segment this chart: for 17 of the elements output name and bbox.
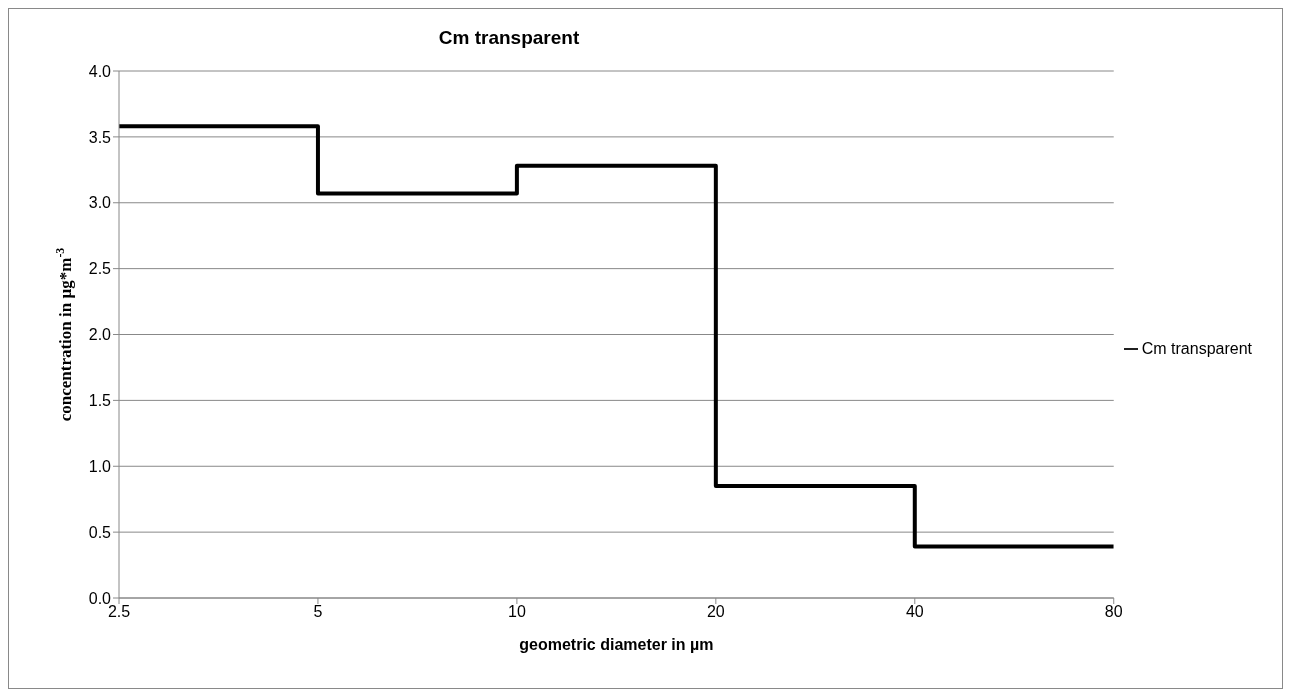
- x-tick-label: 10: [508, 603, 526, 621]
- legend-label: Cm transparent: [1141, 339, 1252, 357]
- x-tick-label: 80: [1104, 603, 1123, 621]
- y-tick-label: 4.0: [88, 62, 112, 80]
- y-tick-label: 3.0: [88, 194, 112, 212]
- y-tick-label: 2.0: [88, 326, 112, 344]
- x-tick-label: 2.5: [107, 603, 131, 621]
- x-axis-title: geometric diameter in µm: [519, 636, 714, 653]
- x-tick-label: 20: [706, 603, 725, 621]
- y-tick-label: 2.5: [88, 260, 112, 278]
- y-tick-label: 1.0: [88, 457, 112, 475]
- x-tick-label: 5: [313, 603, 323, 621]
- x-tick-label: 40: [905, 603, 924, 621]
- chart-title: Cm transparent: [437, 27, 581, 49]
- y-tick-label: 0.5: [88, 523, 112, 541]
- y-tick-label: 1.5: [88, 392, 112, 410]
- y-tick-label: 3.5: [88, 128, 112, 146]
